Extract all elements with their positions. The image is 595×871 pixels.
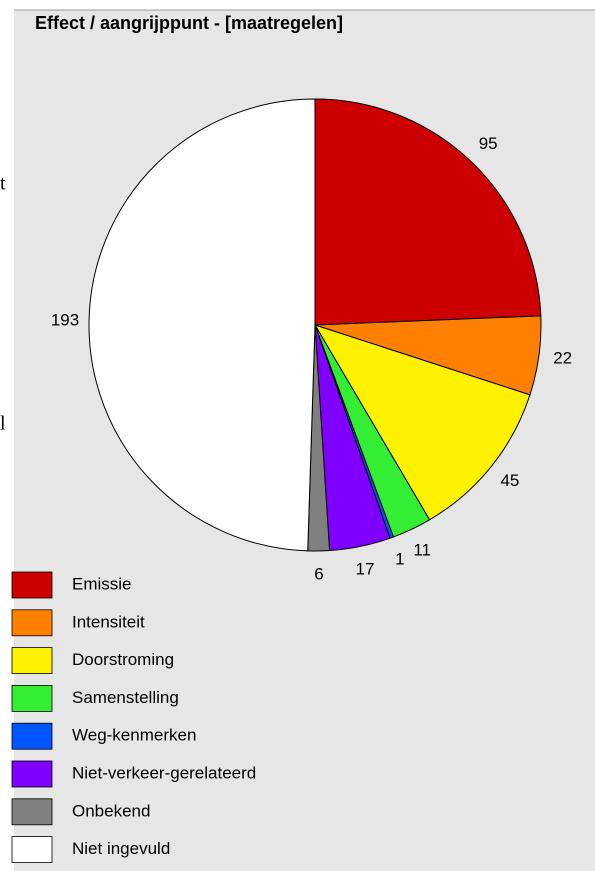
legend-swatch: [11, 836, 53, 863]
data-label: 11: [413, 540, 431, 559]
data-label: 95: [479, 134, 498, 153]
pie-slice: [88, 98, 316, 552]
legend-label: Weg-kenmerken: [72, 726, 196, 745]
legend-swatch: [11, 685, 53, 712]
legend-swatch: [11, 798, 53, 826]
data-label: 6: [314, 564, 323, 583]
legend-label: Samenstelling: [72, 688, 179, 707]
legend-swatch: [11, 722, 53, 750]
legend-swatch: [11, 647, 53, 674]
legend-swatch: [11, 571, 53, 599]
legend-label: Emissie: [72, 574, 132, 593]
pie-slice: [313, 324, 531, 521]
side-text: l: [0, 413, 6, 435]
side-text: t: [0, 173, 6, 195]
data-label: 1: [395, 550, 404, 569]
legend-swatch: [11, 609, 53, 637]
data-label: 45: [500, 471, 519, 490]
legend-label: Niet-verkeer-gerelateerd: [72, 763, 256, 782]
legend-label: Doorstroming: [72, 650, 174, 669]
legend-swatch: [11, 760, 53, 788]
legend-label: Intensiteit: [72, 612, 145, 631]
data-label: 193: [51, 310, 79, 329]
legend-label: Niet ingevuld: [72, 839, 170, 858]
legend-label: Onbekend: [72, 801, 150, 820]
data-label: 17: [356, 559, 375, 578]
data-label: 22: [553, 349, 572, 368]
chart-title: Effect / aangrijppunt - [maatregelen]: [35, 13, 343, 33]
pie-slice: [314, 98, 542, 326]
